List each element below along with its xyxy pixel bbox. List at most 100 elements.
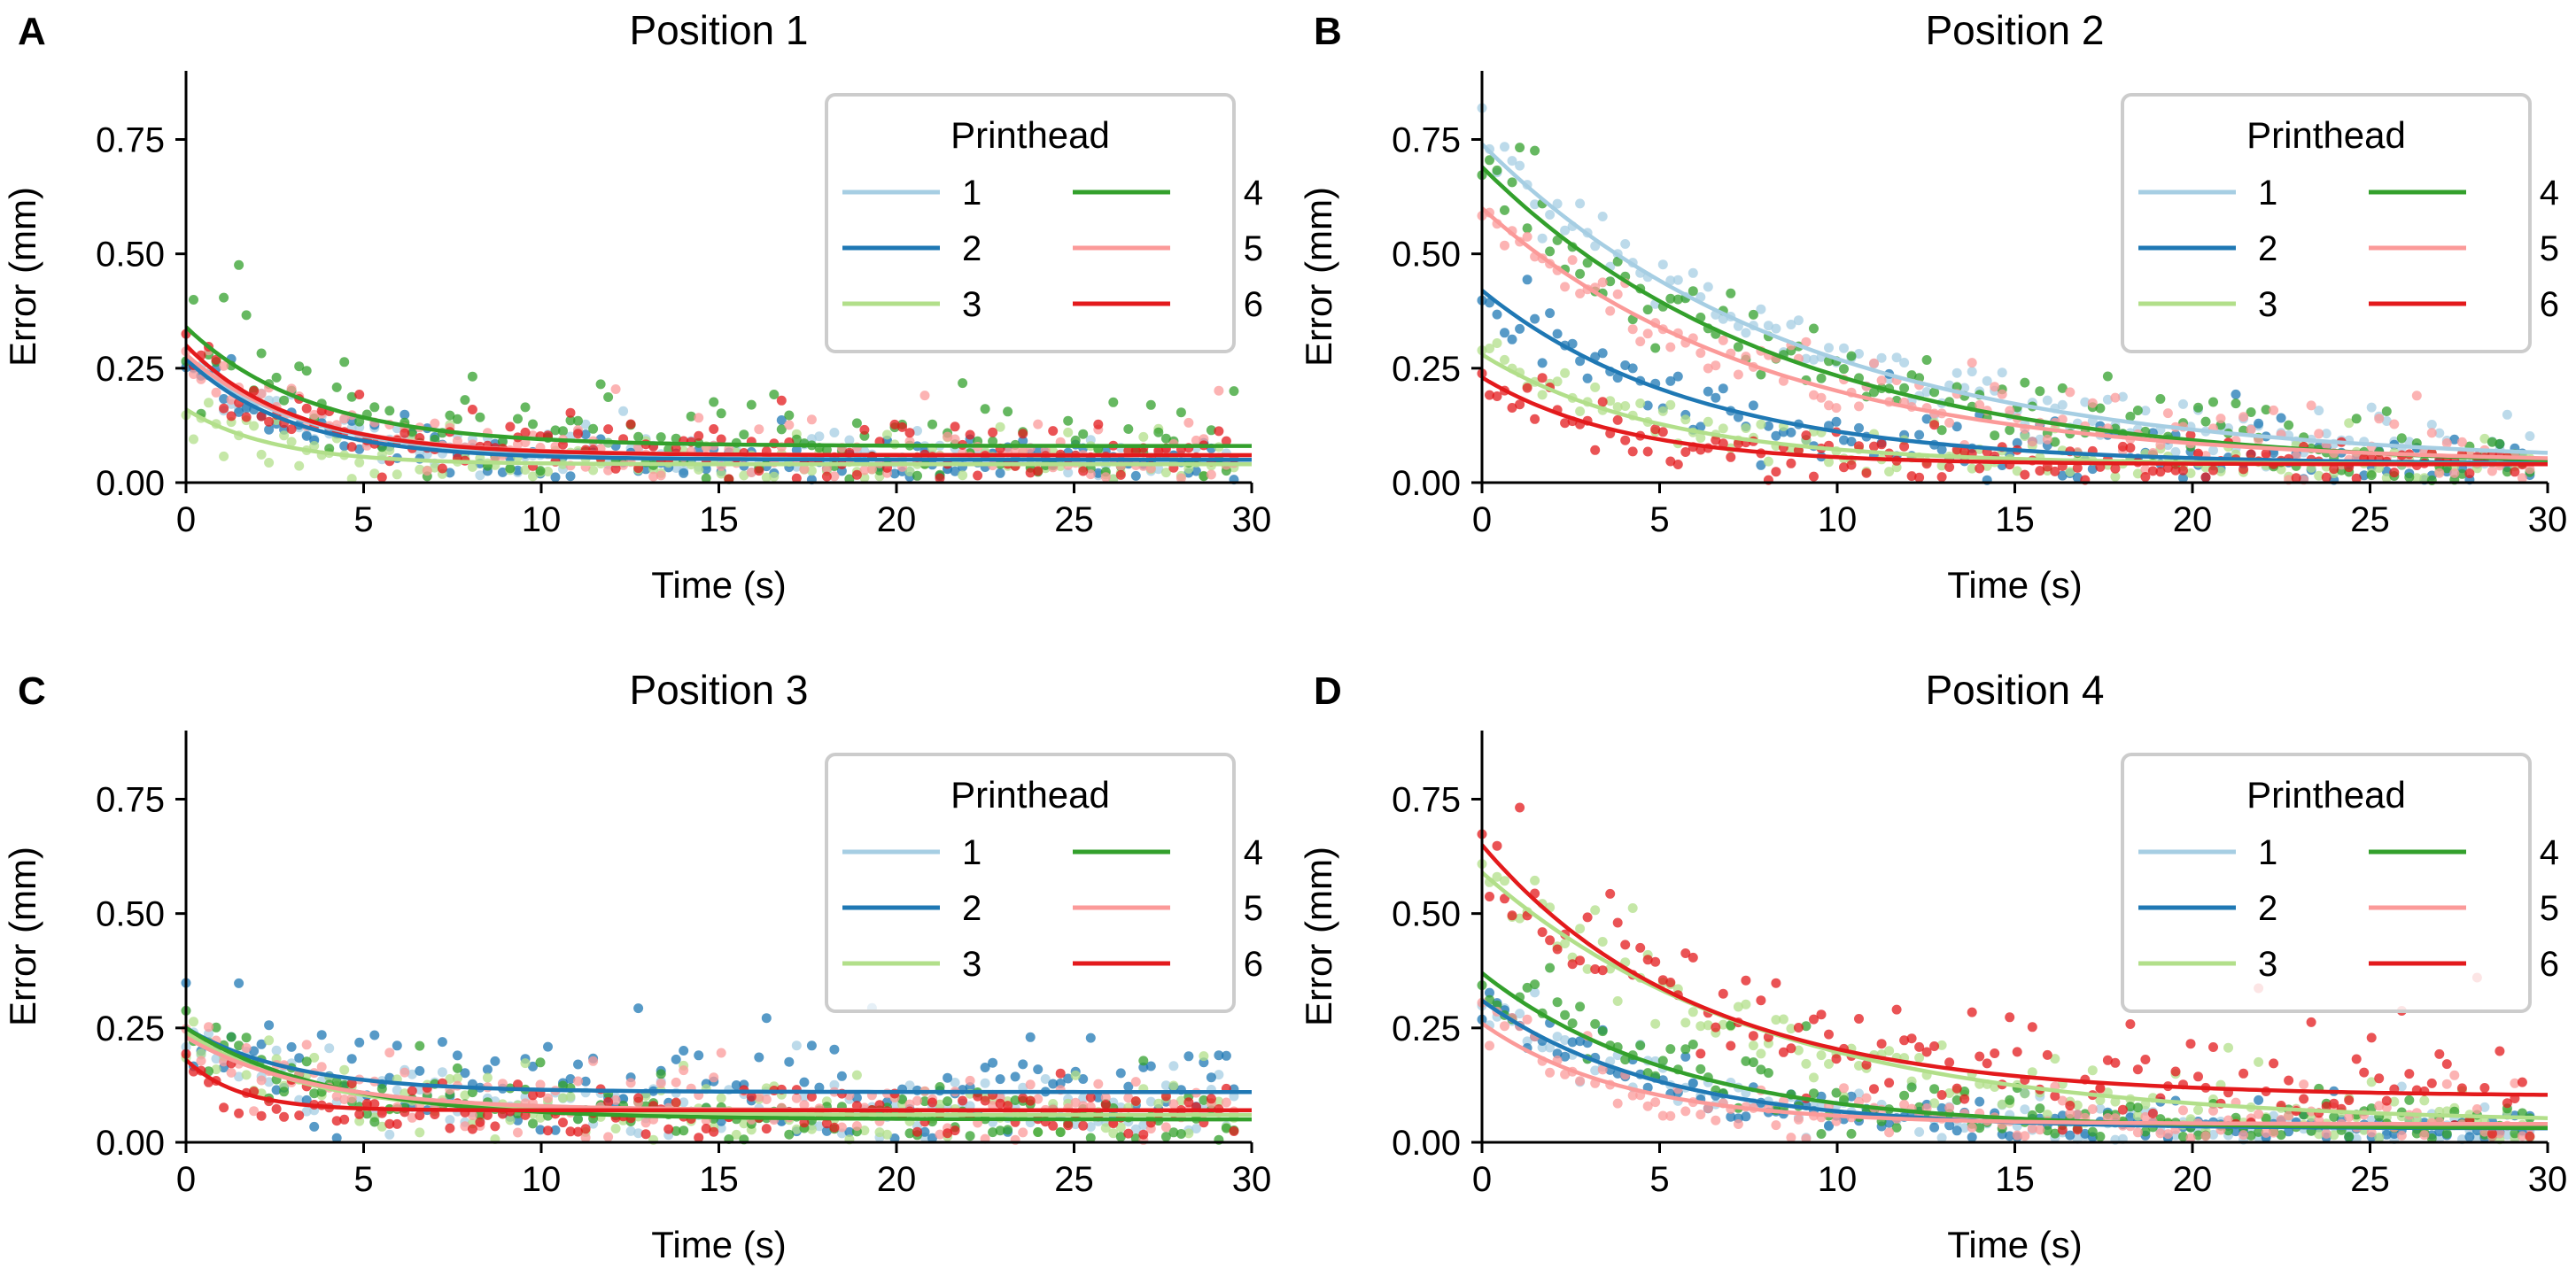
data-point-printhead-6 — [415, 1110, 425, 1121]
data-point-printhead-6 — [2381, 1095, 2392, 1106]
data-point-printhead-2 — [573, 1059, 583, 1070]
data-point-printhead-2 — [1537, 358, 1548, 368]
data-point-printhead-4 — [331, 382, 342, 392]
data-point-printhead-4 — [1070, 435, 1081, 445]
data-point-printhead-2 — [806, 1040, 817, 1051]
data-point-printhead-4 — [2261, 1113, 2271, 1124]
data-point-printhead-6 — [2246, 449, 2256, 460]
data-point-printhead-4 — [1175, 407, 1186, 418]
legend-box — [825, 753, 1236, 1013]
data-point-printhead-3 — [2193, 1105, 2203, 1115]
data-point-printhead-5 — [1221, 1097, 1231, 1108]
data-point-printhead-5 — [339, 414, 350, 424]
data-point-printhead-4 — [1175, 1129, 1186, 1139]
data-point-printhead-6 — [821, 1118, 832, 1129]
data-point-printhead-1 — [1771, 323, 1781, 334]
data-point-printhead-2 — [1191, 466, 1201, 476]
data-point-printhead-5 — [1884, 1127, 1895, 1138]
x-tick-label: 5 — [353, 500, 373, 539]
data-point-printhead-4 — [384, 406, 395, 416]
data-point-printhead-5 — [2238, 1130, 2249, 1141]
y-tick-label: 0.50 — [1392, 895, 1461, 934]
data-point-printhead-4 — [1033, 1127, 1044, 1137]
data-point-printhead-2 — [1078, 1074, 1089, 1084]
data-point-printhead-4 — [241, 310, 252, 321]
x-tick-label: 0 — [1472, 500, 1492, 539]
data-point-printhead-1 — [1672, 275, 1683, 285]
data-point-printhead-5 — [754, 424, 764, 435]
data-point-printhead-4 — [1921, 355, 1932, 365]
data-point-printhead-4 — [1657, 1056, 1668, 1066]
legend: Printhead 1 2 3 4 5 6 — [2121, 93, 2559, 353]
data-point-printhead-5 — [1025, 1079, 1036, 1090]
data-point-printhead-2 — [535, 1125, 546, 1135]
panel-title: Position 2 — [1925, 7, 2104, 53]
y-tick-label: 0.50 — [96, 236, 165, 275]
data-point-printhead-1 — [2434, 1133, 2445, 1143]
data-point-printhead-5 — [452, 436, 462, 446]
data-point-printhead-5 — [2426, 428, 2437, 438]
data-point-printhead-2 — [2231, 1126, 2241, 1137]
data-point-printhead-5 — [2396, 1130, 2407, 1141]
data-point-printhead-6 — [1718, 988, 1728, 999]
data-point-printhead-6 — [1824, 1029, 1834, 1040]
data-point-printhead-4 — [1605, 276, 1616, 287]
data-point-printhead-6 — [1590, 445, 1601, 455]
data-point-printhead-2 — [1726, 1111, 1736, 1122]
fit-line-printhead-4 — [184, 325, 1252, 448]
data-point-printhead-5 — [1695, 348, 1706, 359]
legend-label-printhead-5: 5 — [2540, 889, 2559, 928]
data-point-printhead-1 — [1982, 375, 1992, 386]
data-point-printhead-2 — [1522, 275, 1532, 285]
data-point-printhead-6 — [558, 1118, 568, 1128]
data-point-printhead-5 — [640, 1118, 651, 1128]
data-point-printhead-5 — [836, 1122, 847, 1133]
data-point-printhead-3 — [1680, 414, 1691, 425]
data-point-printhead-4 — [2020, 377, 2030, 388]
data-point-printhead-4 — [505, 463, 516, 474]
data-point-printhead-1 — [1959, 383, 1970, 393]
data-point-printhead-6 — [1657, 427, 1668, 437]
data-point-printhead-1 — [2178, 398, 2188, 409]
data-point-printhead-6 — [2502, 1098, 2512, 1109]
data-point-printhead-4 — [1199, 1094, 1209, 1105]
data-point-printhead-5 — [407, 1112, 417, 1123]
data-point-printhead-3 — [2185, 468, 2196, 478]
data-point-printhead-6 — [1650, 424, 1661, 435]
data-point-printhead-2 — [1221, 1050, 1231, 1061]
data-point-printhead-5 — [2456, 437, 2467, 447]
data-point-printhead-6 — [430, 1110, 440, 1119]
legend-title: Printhead — [950, 774, 1110, 816]
data-point-printhead-4 — [2246, 1130, 2256, 1141]
data-point-printhead-2 — [219, 394, 229, 404]
data-point-printhead-4 — [513, 414, 523, 424]
data-point-printhead-3 — [2344, 418, 2355, 429]
data-point-printhead-6 — [573, 1126, 583, 1137]
data-point-printhead-5 — [2471, 1104, 2482, 1114]
data-point-printhead-4 — [739, 429, 749, 440]
data-point-printhead-5 — [1627, 1090, 1638, 1101]
y-axis-label: Error (mm) — [2, 187, 43, 367]
data-point-printhead-2 — [1018, 1059, 1028, 1070]
data-point-printhead-5 — [2381, 1102, 2392, 1113]
data-point-printhead-1 — [1214, 1070, 1224, 1080]
data-point-printhead-4 — [671, 433, 681, 444]
data-point-printhead-3 — [2381, 473, 2392, 483]
data-point-printhead-1 — [1665, 275, 1676, 286]
data-point-printhead-1 — [814, 431, 825, 442]
data-point-printhead-4 — [2404, 1094, 2415, 1105]
data-point-printhead-4 — [988, 1127, 998, 1138]
data-point-printhead-6 — [475, 1117, 485, 1127]
data-point-printhead-4 — [1929, 1084, 1940, 1094]
data-point-printhead-5 — [241, 1043, 252, 1053]
data-point-printhead-6 — [528, 1090, 538, 1101]
data-point-printhead-6 — [1936, 472, 1947, 483]
data-point-printhead-4 — [874, 465, 885, 476]
data-point-printhead-3 — [1695, 1021, 1706, 1032]
data-point-printhead-3 — [1492, 871, 1502, 882]
data-point-printhead-1 — [2479, 1102, 2490, 1112]
data-point-printhead-6 — [1726, 452, 1736, 462]
data-point-printhead-5 — [2344, 1112, 2355, 1122]
data-point-printhead-6 — [2132, 1064, 2143, 1075]
data-point-printhead-6 — [671, 1097, 681, 1108]
